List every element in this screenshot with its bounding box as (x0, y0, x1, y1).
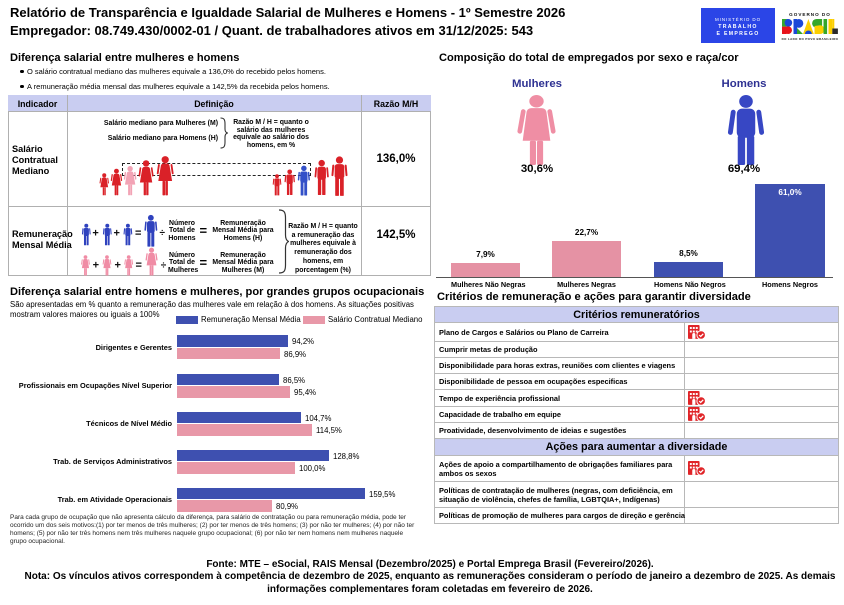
svg-text:=: = (136, 260, 142, 272)
svg-text:GOVERNO DO: GOVERNO DO (789, 12, 831, 17)
svg-text:=: = (135, 228, 141, 240)
svg-text:DO LADO DO POVO BRASILEIRO: DO LADO DO POVO BRASILEIRO (782, 37, 839, 41)
svg-text:+: + (93, 260, 99, 272)
svg-text:+: + (115, 260, 121, 272)
svg-text:+: + (114, 228, 120, 240)
svg-text:÷: ÷ (160, 228, 166, 239)
svg-text:+: + (92, 228, 98, 240)
svg-text:÷: ÷ (161, 261, 167, 272)
